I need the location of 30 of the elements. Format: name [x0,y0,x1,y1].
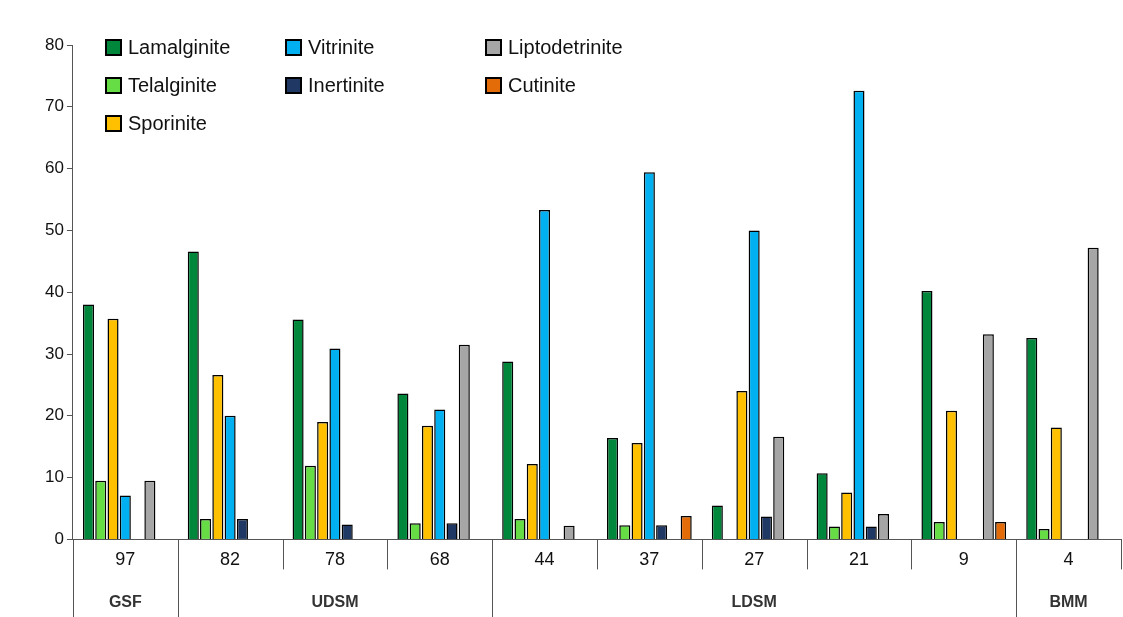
x-tick-label: 27 [744,549,765,570]
y-tick-label: 50 [44,220,64,240]
y-tick-label: 60 [44,158,64,178]
text: UDSM [311,593,359,611]
legend-label: Telalginite [128,73,217,97]
legend-label: Lamalginite [128,35,231,59]
y-tick-label: 20 [44,405,64,425]
text: GSF [108,593,142,611]
legend-label: Liptodetrinite [508,35,623,59]
legend-label: Sporinite [128,111,207,135]
x-tick-label: 82 [220,549,241,570]
y-tick-label: 40 [44,281,64,301]
text: LDSM [731,593,777,611]
x-tick-label: 9 [958,549,969,570]
y-tick-label: 80 [44,34,64,54]
legend-label: Inertinite [308,73,385,97]
y-tick-label: 30 [44,343,64,363]
legend-label: Cutinite [508,73,576,97]
legend-label: Vitrinite [308,35,375,59]
x-tick-label: 37 [639,549,660,570]
x-tick-label: 68 [429,549,450,570]
x-tick-label: 4 [1063,549,1074,570]
x-tick-label: 21 [848,549,869,570]
x-tick-label: 44 [534,549,555,570]
y-tick-label: 10 [44,467,64,487]
x-tick-label: 78 [324,549,345,570]
text: BMM [1049,593,1088,611]
y-tick-label: 0 [54,529,64,549]
y-tick-label: 70 [44,96,64,116]
x-tick-label: 97 [115,549,136,570]
